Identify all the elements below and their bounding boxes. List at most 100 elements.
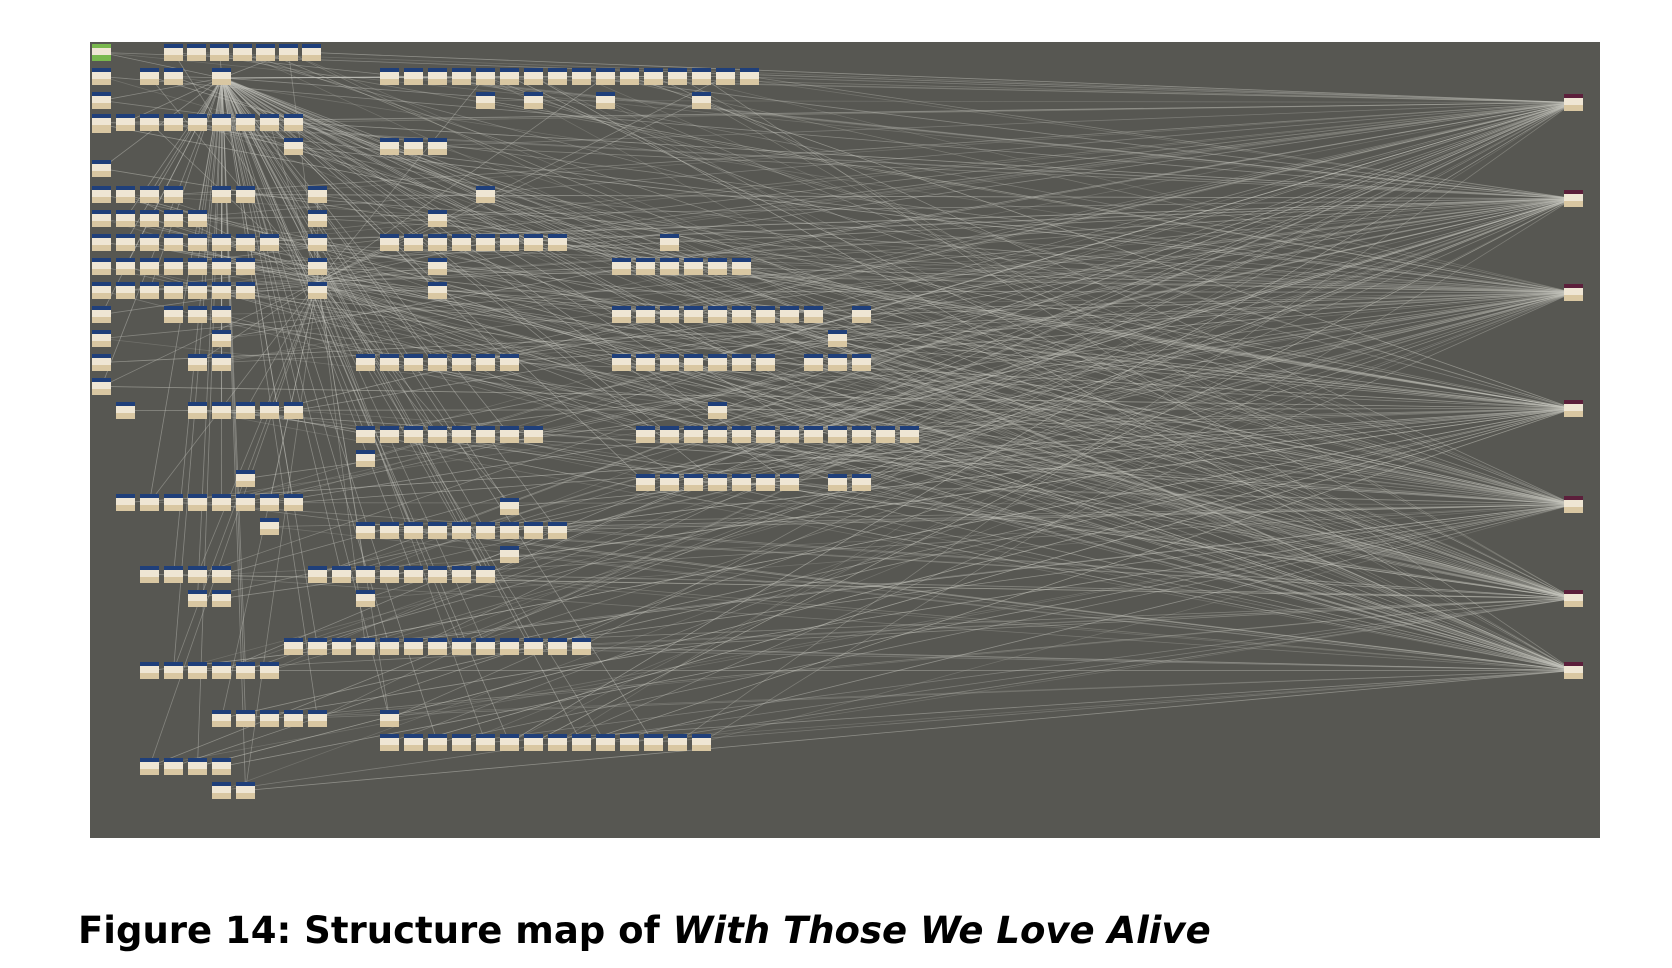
- link-line: [221, 77, 510, 435]
- link-line: [581, 408, 1574, 743]
- link-line: [717, 434, 1574, 599]
- passage-node: [308, 710, 327, 727]
- passage-node: [684, 474, 703, 491]
- passage-node: [548, 734, 567, 751]
- passage-node: [260, 234, 279, 251]
- link-line: [317, 198, 1574, 575]
- link-line: [317, 242, 1574, 505]
- passage-node: [92, 354, 111, 371]
- link-line: [317, 281, 670, 315]
- link-line: [173, 52, 319, 283]
- link-line: [741, 292, 1574, 483]
- link-line: [621, 198, 1574, 315]
- link-line: [509, 102, 1574, 435]
- link-line: [317, 281, 886, 435]
- link-line: [221, 198, 1574, 575]
- passage-node: [684, 426, 703, 443]
- passage-node: [452, 234, 471, 251]
- link-line: [221, 77, 886, 435]
- passage-node: [164, 494, 183, 511]
- link-line: [221, 408, 1574, 719]
- passage-node: [524, 68, 543, 85]
- passage-node: [164, 234, 183, 251]
- passage-node: [92, 186, 111, 203]
- link-line: [485, 670, 1574, 743]
- link-line: [197, 314, 1574, 599]
- link-line: [413, 242, 1574, 293]
- link-line: [389, 530, 1574, 599]
- link-line: [269, 292, 1574, 503]
- passage-node: [500, 426, 519, 443]
- link-line: [461, 598, 1574, 743]
- link-line: [717, 292, 1574, 435]
- link-line: [221, 77, 223, 291]
- passage-node: [732, 258, 751, 275]
- passage-node: [620, 68, 639, 85]
- link-line: [725, 76, 1574, 103]
- link-line: [317, 281, 510, 363]
- passage-node: [140, 210, 159, 227]
- passage-node: [428, 68, 447, 85]
- link-line: [221, 77, 246, 791]
- link-line: [219, 52, 1574, 409]
- passage-node: [452, 426, 471, 443]
- passage-node: [660, 306, 679, 323]
- passage-node: [188, 590, 207, 607]
- link-line: [461, 574, 1574, 671]
- passage-node: [428, 210, 447, 227]
- link-line: [533, 504, 1574, 531]
- passage-node: [692, 68, 711, 85]
- passage-node: [188, 234, 207, 251]
- link-line: [389, 102, 1574, 435]
- link-line: [221, 194, 1574, 199]
- passage-node: [428, 734, 447, 751]
- passage-node: [212, 186, 231, 203]
- passage-node: [140, 258, 159, 275]
- link-line: [101, 100, 1574, 293]
- link-line: [173, 574, 1574, 671]
- link-line: [197, 281, 319, 575]
- passage-node: [524, 638, 543, 655]
- passage-node: [116, 186, 135, 203]
- link-line: [669, 362, 1574, 599]
- link-line: [221, 77, 318, 719]
- link-line: [605, 504, 1574, 743]
- link-line: [101, 52, 223, 79]
- passage-node: [828, 354, 847, 371]
- passage-node: [236, 494, 255, 511]
- link-line: [101, 124, 1574, 409]
- link-line: [789, 198, 1574, 483]
- link-line: [173, 77, 223, 575]
- link-line: [741, 266, 1574, 505]
- link-line: [197, 292, 1574, 599]
- link-line: [645, 198, 1574, 315]
- passage-node: [660, 474, 679, 491]
- caption-label: Figure 14: Structure map of: [78, 909, 673, 952]
- passage-node: [500, 522, 519, 539]
- passage-node: [380, 638, 399, 655]
- link-line: [557, 646, 1574, 671]
- link-line: [101, 168, 1574, 409]
- link-line: [221, 77, 246, 195]
- passage-node: [500, 546, 519, 563]
- link-line: [317, 266, 1574, 599]
- link-line: [365, 530, 1574, 671]
- link-line: [197, 102, 1574, 243]
- link-line: [509, 646, 1574, 671]
- link-line: [293, 408, 1574, 503]
- link-line: [717, 198, 1574, 411]
- passage-node: [188, 114, 207, 131]
- passage-node: [428, 282, 447, 299]
- passage-node: [188, 566, 207, 583]
- link-line: [221, 77, 486, 195]
- passage-node: [116, 258, 135, 275]
- link-line: [149, 77, 223, 291]
- link-line: [173, 598, 1574, 671]
- passage-node: [476, 522, 495, 539]
- link-line: [173, 502, 1574, 599]
- link-line: [245, 281, 319, 791]
- passage-node: [164, 68, 183, 85]
- passage-node: [236, 662, 255, 679]
- passage-node: [188, 210, 207, 227]
- passage-node: [500, 234, 519, 251]
